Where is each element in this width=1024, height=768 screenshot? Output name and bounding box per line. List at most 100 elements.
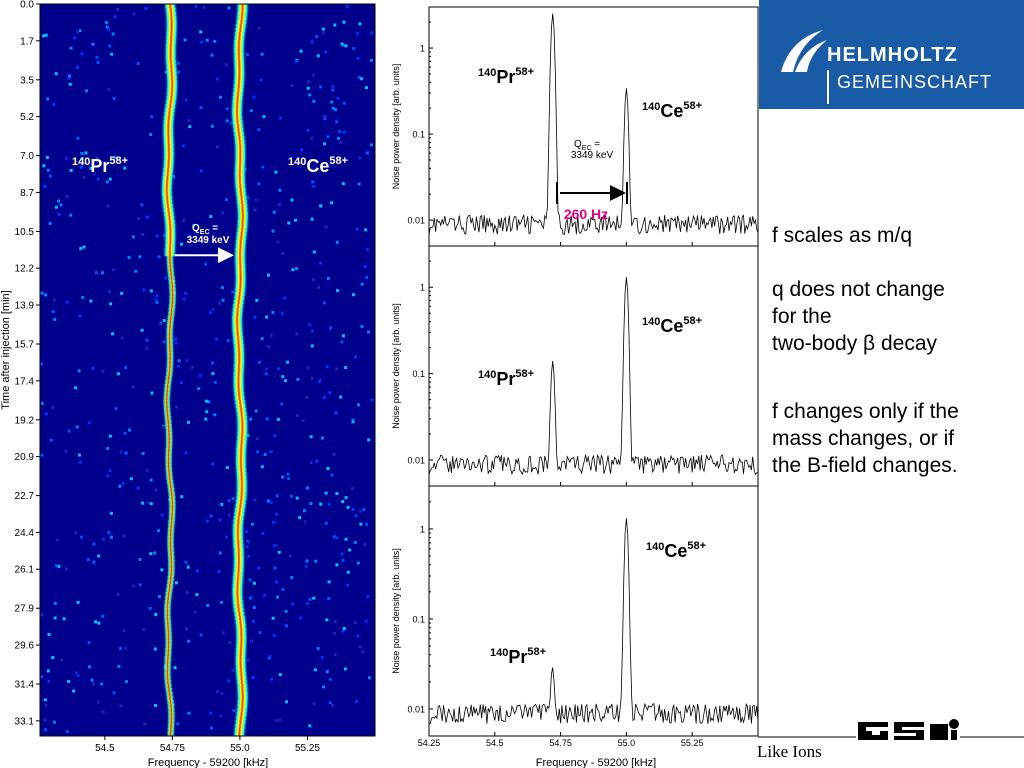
heatmap-noise-pixel: [220, 211, 224, 215]
heatmap-trace-segment: [167, 280, 177, 285]
heatmap-noise-pixel: [131, 235, 135, 239]
heatmap-noise-pixel: [332, 452, 336, 456]
heatmap-noise-pixel: [342, 101, 346, 105]
heatmap-noise-pixel: [358, 156, 362, 160]
heatmap-noise-pixel: [154, 488, 158, 492]
heatmap-trace-segment: [164, 460, 174, 465]
heatmap-noise-pixel: [357, 403, 361, 407]
heatmap-y-tick-label: 17.4: [15, 376, 35, 387]
heatmap-noise-pixel: [331, 88, 335, 92]
heatmap-trace-segment: [233, 28, 248, 33]
heatmap-noise-pixel: [259, 78, 263, 82]
heatmap-noise-pixel: [78, 460, 82, 464]
heatmap-trace-segment: [233, 180, 247, 185]
heatmap-trace-segment: [232, 76, 247, 81]
heatmap-noise-pixel: [262, 593, 266, 597]
heatmap-noise-pixel: [120, 291, 124, 295]
heatmap-noise-pixel: [220, 691, 224, 695]
heatmap-noise-pixel: [180, 242, 183, 246]
heatmap-noise-pixel: [223, 251, 227, 255]
heatmap-noise-pixel: [290, 198, 294, 202]
heatmap-noise-pixel: [352, 47, 356, 50]
heatmap-noise-pixel: [311, 329, 314, 333]
heatmap-noise-pixel: [254, 409, 258, 413]
heatmap-trace-segment: [235, 696, 250, 701]
heatmap-noise-pixel: [199, 169, 203, 173]
heatmap-trace-segment: [161, 116, 176, 121]
heatmap-noise-pixel: [225, 198, 228, 202]
heatmap-trace-segment: [230, 116, 245, 121]
heatmap-trace-segment: [235, 708, 249, 713]
heatmap-noise-pixel: [358, 22, 362, 26]
heatmap-noise-pixel: [116, 592, 120, 596]
heatmap-noise-pixel: [351, 293, 355, 297]
heatmap-noise-pixel: [309, 461, 313, 465]
spectrum-y-axis-label: Noise power density [arb. units]: [391, 303, 401, 429]
heatmap-noise-pixel: [274, 170, 278, 174]
heatmap-noise-pixel: [295, 496, 299, 500]
heatmap-noise-pixel: [269, 334, 273, 338]
heatmap-noise-pixel: [193, 610, 197, 614]
heatmap-trace-ce: [230, 4, 250, 737]
heatmap-noise-pixel: [80, 52, 84, 56]
heatmap-noise-pixel: [294, 218, 297, 222]
heatmap-noise-pixel: [307, 80, 311, 84]
heatmap-trace-segment: [231, 84, 246, 89]
heatmap-noise-pixel: [247, 540, 251, 544]
heatmap-trace-segment: [234, 476, 249, 481]
heatmap-trace-segment: [166, 704, 176, 709]
heatmap-noise-pixel: [218, 95, 222, 99]
heatmap-noise-pixel: [60, 658, 64, 662]
heatmap-noise-pixel: [330, 473, 334, 477]
spectrum-panel-3: 1 0.1 0.01 Noise power density [arb. units]…: [391, 485, 759, 748]
heatmap-noise-pixel: [335, 536, 339, 540]
heatmap-noise-pixel: [204, 262, 208, 266]
heatmap-noise-pixel: [271, 311, 275, 314]
heatmap-noise-pixel: [325, 618, 329, 622]
heatmap-trace-segment: [233, 260, 248, 265]
heatmap-noise-pixel: [326, 135, 330, 139]
heatmap-noise-pixel: [278, 673, 282, 677]
heatmap-noise-pixel: [116, 372, 120, 376]
heatmap-trace-segment: [165, 328, 175, 333]
heatmap-noise-pixel: [149, 552, 153, 556]
heatmap-trace-segment: [233, 504, 248, 509]
heatmap-noise-pixel: [331, 704, 335, 708]
heatmap-noise-pixel: [365, 86, 368, 90]
heatmap-trace-segment: [165, 368, 175, 373]
heatmap-noise-pixel: [278, 116, 282, 120]
heatmap-noise-pixel: [340, 552, 344, 556]
heatmap-noise-pixel: [314, 559, 318, 563]
heatmap-trace-segment: [235, 8, 250, 13]
heatmap-noise-pixel: [52, 298, 56, 302]
heatmap-noise-pixel: [84, 151, 88, 155]
heatmap-noise-pixel: [162, 319, 166, 322]
spectrum-x-tick-label: 54.25: [418, 738, 441, 748]
heatmap-trace-segment: [164, 28, 179, 33]
heatmap-trace-segment: [161, 168, 176, 173]
heatmap-x-tick-label: 54.5: [95, 743, 115, 754]
heatmap-noise-pixel: [175, 405, 178, 409]
heatmap-y-tick-label: 10.5: [15, 227, 35, 238]
heatmap-trace-segment: [163, 380, 173, 385]
heatmap-noise-pixel: [277, 550, 281, 554]
heatmap-noise-pixel: [324, 521, 328, 525]
heatmap-noise-pixel: [351, 418, 355, 422]
heatmap-trace-segment: [164, 644, 174, 649]
spectrum-line: [428, 13, 759, 235]
heatmap-noise-pixel: [342, 20, 346, 24]
heatmap-noise-pixel: [333, 631, 337, 635]
heatmap-trace-segment: [163, 676, 173, 681]
heatmap-noise-pixel: [323, 117, 327, 120]
heatmap-trace-segment: [231, 336, 246, 341]
heatmap-noise-pixel: [280, 402, 284, 406]
heatmap-noise-pixel: [162, 340, 166, 344]
heatmap-trace-segment: [166, 488, 176, 493]
spectrum-frame: [428, 6, 759, 247]
heatmap-noise-pixel: [54, 564, 58, 567]
heatmap-noise-pixel: [362, 508, 366, 511]
heatmap-noise-pixel: [316, 647, 320, 651]
spectrum-y-tick-label: 1: [420, 524, 425, 534]
heatmap-trace-segment: [160, 172, 175, 177]
